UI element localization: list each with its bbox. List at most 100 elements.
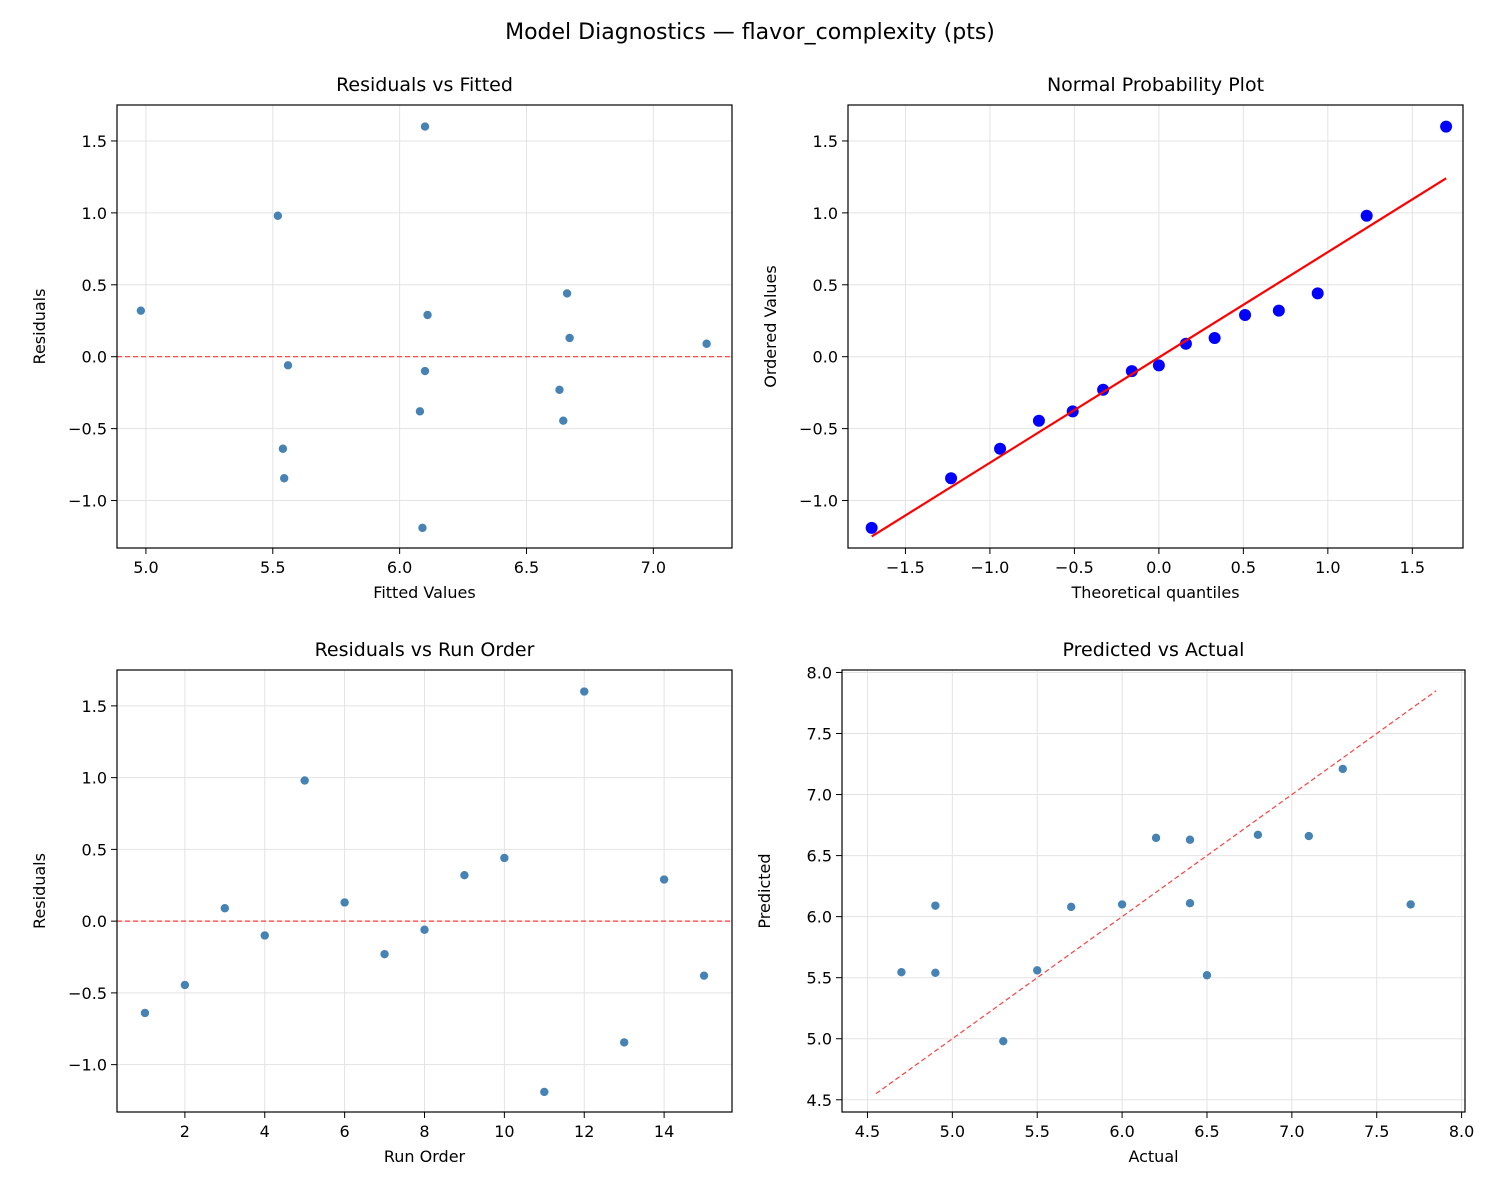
- subplot-title: Residuals vs Fitted: [336, 74, 513, 96]
- data-point: [459, 870, 470, 881]
- y-tick-label: 1.5: [82, 132, 107, 151]
- data-point: [1151, 833, 1161, 843]
- data-point: [1152, 359, 1165, 372]
- data-point: [279, 473, 289, 484]
- data-point: [1337, 764, 1348, 774]
- data-point: [1311, 287, 1324, 300]
- data-point: [539, 1087, 550, 1097]
- x-tick-label: 0.0: [1146, 558, 1171, 577]
- data-point: [299, 775, 310, 786]
- y-tick-label: 0.0: [82, 912, 107, 931]
- y-tick-label: 5.5: [807, 969, 832, 988]
- data-point: [1253, 830, 1263, 840]
- data-point: [417, 523, 428, 533]
- data-point: [558, 415, 569, 426]
- y-tick-label: −1.0: [799, 492, 838, 511]
- x-axis-label: Fitted Values: [373, 583, 475, 602]
- y-tick-label: 6.0: [807, 908, 832, 927]
- data-point: [701, 338, 712, 349]
- data-point: [499, 853, 510, 863]
- data-point: [283, 360, 293, 371]
- y-tick-label: 1.0: [813, 204, 838, 223]
- x-tick-label: 4.5: [855, 1122, 880, 1141]
- data-point: [865, 521, 878, 534]
- subplot-4: 4.5 5.0 5.5 6.0 6.5 7.0 7.5 8.0 4.5 5.0 5.5 6.0 6.5 7…: [755, 639, 1474, 1166]
- y-axis-label: Residuals: [30, 289, 49, 365]
- axes-frame: [841, 669, 1466, 1113]
- data-point: [1179, 337, 1192, 350]
- subplot-title: Residuals vs Run Order: [315, 639, 535, 661]
- data-point: [1208, 332, 1221, 345]
- y-tick-label: 0.0: [82, 348, 107, 367]
- x-axis-label: Run Order: [384, 1147, 466, 1166]
- y-tick-label: 0.5: [82, 276, 107, 295]
- y-tick-label: 1.0: [82, 204, 107, 223]
- data-point: [420, 366, 430, 376]
- x-tick-label: 4: [260, 1122, 270, 1141]
- y-tick-label: 6.5: [807, 847, 832, 866]
- data-point: [659, 874, 669, 885]
- y-tick-label: 7.5: [807, 724, 832, 743]
- x-tick-label: 7.0: [641, 558, 666, 577]
- y-tick-label: 1.5: [813, 132, 838, 151]
- x-tick-label: 6: [340, 1122, 350, 1141]
- subplot-1: 5.0 5.5 6.0 6.5 7.0 −1.0 −0.5 0.0 0.5 1.0 1.5 Resid…: [30, 74, 733, 602]
- data-point: [930, 900, 941, 911]
- axes-frame: [116, 104, 733, 549]
- data-point: [699, 970, 709, 981]
- x-tick-label: 12: [574, 1122, 594, 1141]
- x-tick-label: −1.5: [886, 558, 925, 577]
- x-tick-label: 2: [180, 1122, 190, 1141]
- x-tick-label: 1.0: [1315, 558, 1340, 577]
- data-point: [554, 384, 565, 395]
- y-tick-label: 5.0: [807, 1030, 832, 1049]
- axes-frame: [847, 104, 1464, 549]
- y-axis-label: Residuals: [30, 853, 49, 929]
- data-point: [180, 980, 190, 990]
- x-tick-label: 10: [494, 1122, 514, 1141]
- y-tick-label: −1.0: [68, 1056, 107, 1075]
- data-point: [136, 305, 146, 316]
- data-point: [930, 968, 941, 978]
- y-tick-label: −1.0: [68, 492, 107, 511]
- x-tick-label: 5.5: [1024, 1122, 1049, 1141]
- x-tick-label: 7.0: [1279, 1122, 1304, 1141]
- data-point: [379, 949, 390, 959]
- figure-title: Model Diagnostics — flavor_complexity (p…: [505, 20, 995, 45]
- y-tick-label: 8.0: [807, 663, 832, 682]
- y-tick-label: −0.5: [68, 984, 107, 1003]
- data-point: [619, 1037, 629, 1048]
- x-tick-label: 5.5: [260, 558, 285, 577]
- x-tick-label: 6.0: [1109, 1122, 1134, 1141]
- data-point: [1117, 899, 1127, 910]
- data-point: [1304, 831, 1314, 841]
- y-axis-label: Ordered Values: [761, 265, 780, 387]
- data-point: [1185, 898, 1195, 909]
- y-tick-label: 0.5: [82, 840, 107, 859]
- x-tick-label: 8.0: [1449, 1122, 1474, 1141]
- y-axis-label: Predicted: [755, 853, 774, 928]
- data-point: [1440, 120, 1453, 133]
- x-tick-label: 6.5: [1194, 1122, 1219, 1141]
- x-tick-label: −0.5: [1055, 558, 1094, 577]
- data-point: [896, 967, 907, 977]
- data-point: [1185, 834, 1195, 845]
- y-tick-label: 1.5: [82, 697, 107, 716]
- x-axis-label: Actual: [1128, 1147, 1178, 1166]
- x-tick-label: 8: [419, 1122, 429, 1141]
- data-point: [1032, 965, 1043, 976]
- y-tick-label: 1.0: [82, 769, 107, 788]
- data-point: [422, 310, 433, 320]
- data-point: [1032, 414, 1045, 427]
- x-tick-label: 5.0: [133, 558, 158, 577]
- data-point: [415, 406, 425, 417]
- data-point: [994, 442, 1007, 455]
- y-tick-label: 4.5: [807, 1091, 832, 1110]
- y-tick-label: −0.5: [68, 420, 107, 439]
- axes-frame: [116, 669, 733, 1113]
- subplot-title: Normal Probability Plot: [1047, 74, 1264, 96]
- data-point: [339, 897, 350, 908]
- data-point: [564, 333, 575, 343]
- x-tick-label: 0.5: [1231, 558, 1256, 577]
- data-point: [273, 210, 283, 221]
